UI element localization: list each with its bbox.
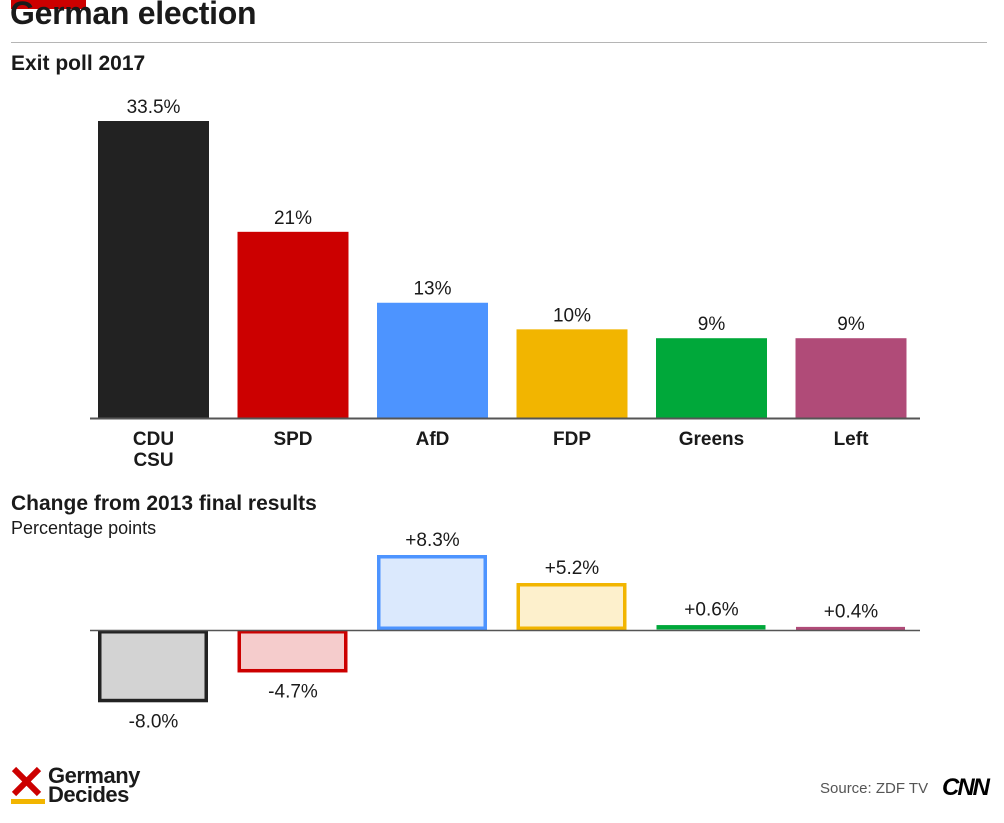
header-divider — [11, 42, 987, 43]
change-label-spd: -4.7% — [268, 681, 318, 702]
value-label-left: 9% — [837, 314, 865, 335]
bar-cdu-csu — [98, 121, 209, 418]
exit-poll-bar-chart: 33.5% CDU CSU 21% SPD 13% AfD 10% FDP 9% Greens 9% L… — [90, 97, 920, 471]
change-label-left: +0.4% — [824, 601, 879, 622]
x-mark-icon — [11, 766, 45, 804]
change-bar-fdp — [516, 583, 627, 630]
change-subtitle: Change from 2013 final results — [11, 492, 317, 515]
value-label-greens: 9% — [698, 314, 726, 335]
change-bar-left — [796, 626, 905, 631]
germany-decides-logo: Germany Decides — [11, 763, 171, 808]
brand-line-2: Decides — [48, 782, 129, 807]
brand-line-1: Germany — [48, 763, 140, 788]
value-label-afd: 13% — [413, 279, 451, 300]
brand-text: Germany Decides — [48, 763, 140, 807]
change-bar-greens — [656, 625, 766, 630]
category-label-spd: SPD — [273, 429, 312, 450]
page-title: German election — [10, 0, 257, 31]
exit-poll-subtitle: Exit poll 2017 — [11, 52, 146, 75]
bar-afd — [377, 302, 488, 418]
change-label-greens: +0.6% — [684, 600, 739, 621]
change-label-fdp: +5.2% — [545, 558, 600, 579]
change-bar-spd — [237, 630, 348, 673]
category-label-greens: Greens — [679, 429, 744, 450]
bar-left — [795, 338, 907, 418]
source-credit: Source: ZDF TV — [820, 780, 929, 797]
cnn-logo: CNN — [942, 774, 990, 801]
category-label-afd: AfD — [416, 429, 450, 450]
category-label-left: Left — [834, 429, 870, 450]
bar-fdp — [516, 329, 628, 418]
bar-greens — [656, 338, 767, 418]
change-bar-afd — [377, 555, 487, 630]
change-label-afd: +8.3% — [405, 530, 460, 551]
category-label-cdu-csu: CDU CSU — [133, 429, 174, 471]
change-bar-chart: -8.0% -4.7% +8.3% +5.2% +0.6% +0.4% — [90, 530, 920, 732]
change-label-cdu-csu: -8.0% — [129, 711, 179, 732]
header-accent-bar — [11, 0, 86, 9]
change-bar-cdu-csu — [98, 630, 208, 703]
value-label-cdu-csu: 33.5% — [127, 97, 181, 118]
value-label-fdp: 10% — [553, 305, 591, 326]
category-label-fdp: FDP — [553, 429, 591, 450]
bar-spd — [237, 231, 349, 418]
value-label-spd: 21% — [274, 208, 312, 229]
change-units-note: Percentage points — [11, 518, 157, 538]
